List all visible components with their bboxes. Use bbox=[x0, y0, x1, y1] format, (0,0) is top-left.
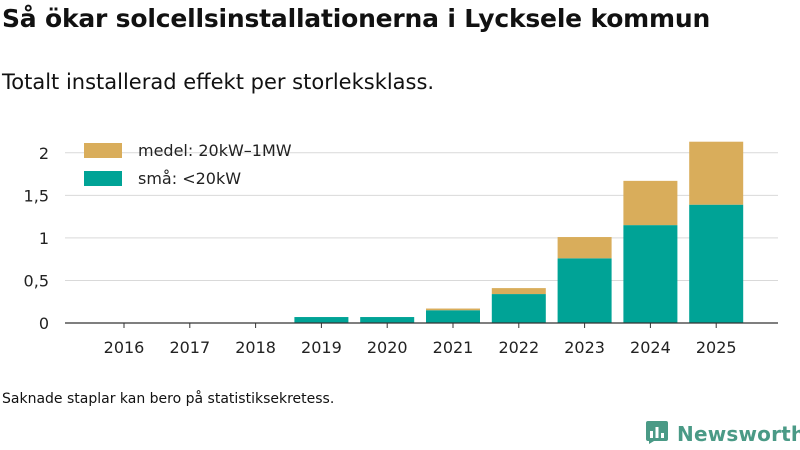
newsworthy-logo[interactable]: Newsworthy bbox=[645, 419, 800, 449]
x-tick-label: 2016 bbox=[104, 338, 145, 357]
axes: 0 0,5 1 1,5 2 2016 2017 2018 2019 2020 2021 2022 202… bbox=[24, 144, 778, 357]
x-tick-label: 2018 bbox=[235, 338, 276, 357]
y-tick-label: 0 bbox=[39, 314, 49, 333]
legend-label-small: små: <20kW bbox=[138, 169, 241, 188]
x-tick-label: 2020 bbox=[367, 338, 408, 357]
x-tick-label: 2023 bbox=[564, 338, 605, 357]
brand-name: Newsworthy bbox=[677, 422, 800, 446]
bar-medium-2022 bbox=[491, 288, 546, 295]
x-tick-label: 2022 bbox=[498, 338, 539, 357]
legend-swatch-small bbox=[84, 171, 122, 186]
y-tick-label: 1,5 bbox=[24, 186, 49, 205]
bar-medium-2021 bbox=[426, 308, 480, 311]
stacked-bar-chart: 0 0,5 1 1,5 2 2016 2017 2018 2019 2020 2021 2022 202… bbox=[24, 141, 778, 357]
bar-small-2023 bbox=[557, 258, 612, 323]
bar-small-2024 bbox=[623, 225, 678, 323]
legend: medel: 20kW–1MW små: <20kW bbox=[84, 141, 292, 188]
legend-swatch-medium bbox=[84, 143, 122, 158]
chart-subtitle: Totalt installerad effekt per storlekskl… bbox=[2, 70, 435, 94]
y-tick-label: 0,5 bbox=[24, 271, 49, 290]
bar-medium-2023 bbox=[557, 237, 612, 259]
bar-small-2019 bbox=[294, 317, 349, 323]
y-tick-label: 2 bbox=[39, 144, 49, 163]
bar-small-2025 bbox=[689, 204, 744, 323]
x-tick-label: 2024 bbox=[630, 338, 671, 357]
x-tick-label: 2017 bbox=[169, 338, 210, 357]
bar-small-2020 bbox=[360, 317, 415, 323]
footnote: Saknade staplar kan bero på statistiksek… bbox=[2, 391, 335, 407]
y-tick-label: 1 bbox=[39, 229, 49, 248]
legend-label-medium: medel: 20kW–1MW bbox=[138, 141, 292, 160]
x-tick-label: 2021 bbox=[433, 338, 474, 357]
bars bbox=[294, 141, 744, 323]
bar-chart-speech-icon bbox=[645, 419, 669, 449]
x-tick-label: 2019 bbox=[301, 338, 342, 357]
bar-medium-2024 bbox=[623, 180, 678, 226]
bar-small-2021 bbox=[426, 310, 480, 323]
bar-small-2022 bbox=[491, 294, 546, 323]
x-tick-label: 2025 bbox=[696, 338, 737, 357]
bar-medium-2025 bbox=[689, 141, 744, 205]
chart-title: Så ökar solcellsinstallationerna i Lycks… bbox=[2, 4, 711, 33]
